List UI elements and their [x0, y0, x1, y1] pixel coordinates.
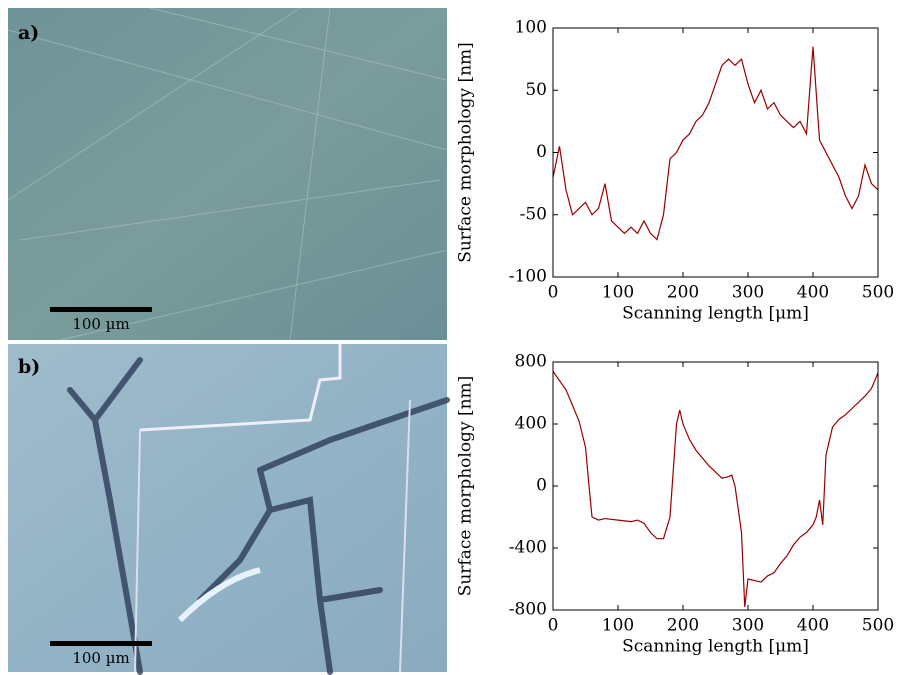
data-line	[552, 46, 879, 241]
y-tick-label: 800	[515, 352, 547, 372]
y-tick-label: -800	[509, 600, 547, 620]
x-tick-label: 200	[667, 283, 699, 303]
y-tick-label: 100	[515, 18, 547, 38]
scale-bar-label: 100 µm	[72, 315, 129, 333]
plot-frame	[552, 27, 879, 278]
plot-frame	[552, 361, 879, 611]
y-axis-label: Surface morphology [nm]	[456, 376, 476, 597]
x-tick-label: 500	[862, 283, 894, 303]
y-tick-label: 400	[515, 414, 547, 434]
y-tick-label: 0	[536, 476, 547, 496]
y-axis-label: Surface morphology [nm]	[456, 42, 476, 263]
x-tick-label: 300	[732, 616, 764, 636]
x-tick-label: 100	[602, 283, 634, 303]
scale-bar-label: 100 µm	[72, 649, 129, 667]
panel-label: a)	[18, 22, 39, 44]
x-tick-label: 100	[602, 616, 634, 636]
x-axis-label: Scanning length [μm]	[622, 637, 809, 657]
x-tick-label: 0	[548, 283, 559, 303]
x-tick-label: 400	[797, 283, 829, 303]
micrograph-b: 100 µm b)	[8, 344, 450, 675]
micrograph-a: 100 µm a)	[7, 7, 448, 341]
x-tick-label: 200	[667, 616, 699, 636]
x-tick-label: 300	[732, 283, 764, 303]
x-tick-label: 0	[548, 616, 559, 636]
y-tick-label: -400	[509, 538, 547, 558]
y-tick-label: -50	[520, 204, 547, 224]
y-tick-label: 50	[525, 80, 547, 100]
panel-label: b)	[18, 356, 40, 378]
y-tick-label: -100	[509, 267, 547, 287]
data-line	[552, 370, 879, 607]
x-tick-label: 400	[797, 616, 829, 636]
y-tick-label: 0	[536, 142, 547, 162]
x-axis-label: Scanning length [μm]	[622, 304, 809, 324]
x-tick-label: 500	[862, 616, 894, 636]
